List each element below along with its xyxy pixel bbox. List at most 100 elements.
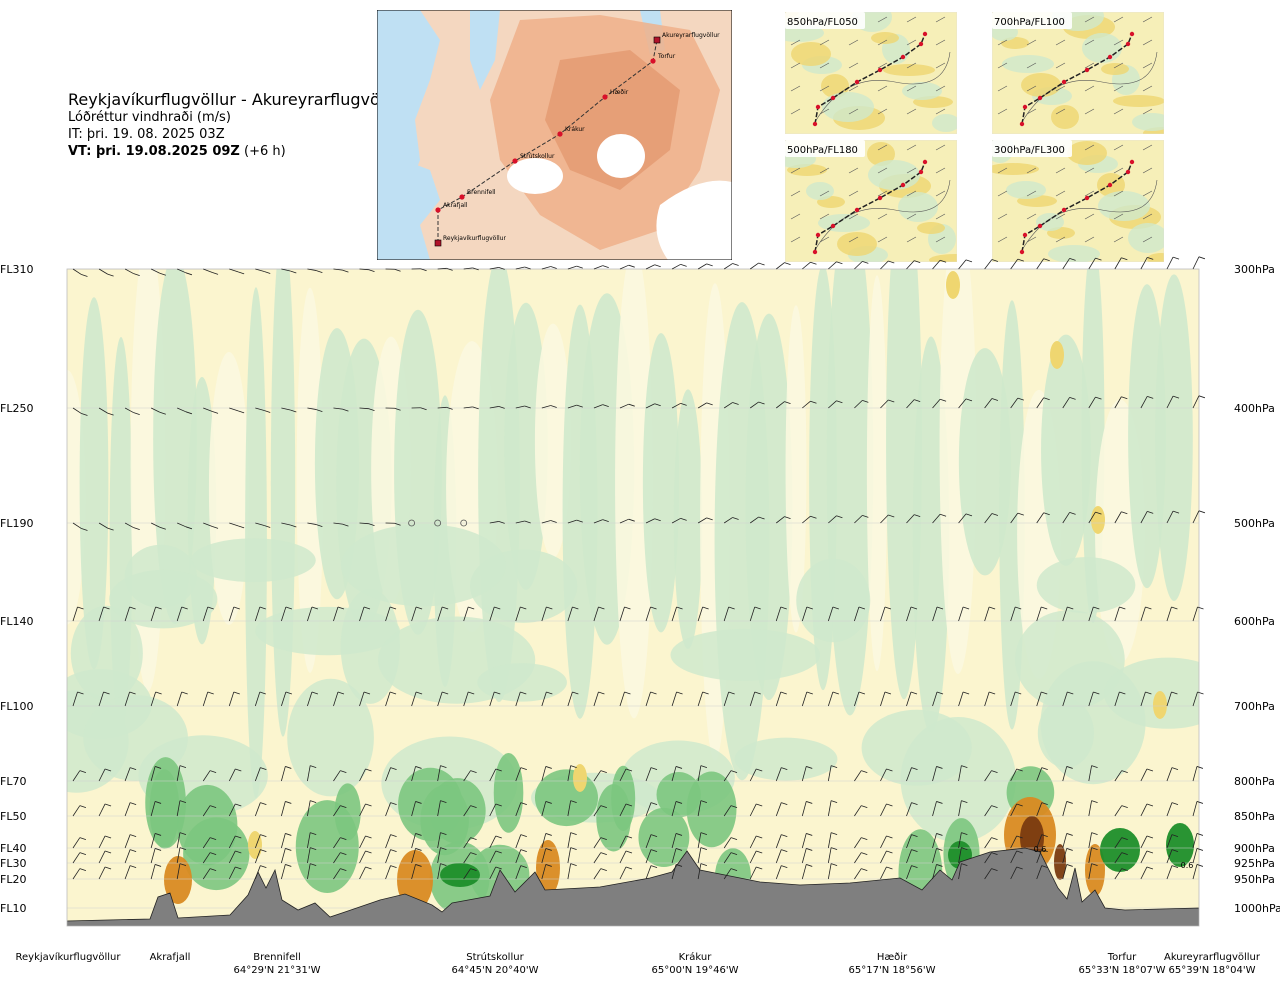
wind-barb <box>1114 770 1128 782</box>
wind-barb <box>567 847 577 864</box>
x-point-coord: 65°39'N 18°04'W <box>1169 965 1256 976</box>
wind-barb <box>697 800 708 817</box>
wind-barb <box>619 518 635 524</box>
wind-barb <box>932 848 943 864</box>
wind-barb <box>359 268 375 273</box>
valid-time: VT: þri. 19.08.2025 09Z (+6 h) <box>68 143 405 160</box>
wind-barb <box>489 521 505 524</box>
y-tick-label-left: FL100 <box>0 700 33 713</box>
wind-barb <box>619 606 631 622</box>
wind-barb <box>228 835 242 849</box>
wind-barb <box>489 691 501 707</box>
wind-barb <box>72 852 87 864</box>
wind-barb <box>749 866 763 880</box>
wind-barb <box>776 401 791 409</box>
wind-barb <box>801 833 813 849</box>
wind-barb <box>1088 691 1100 707</box>
wind-barb <box>854 770 868 782</box>
wind-barb <box>1140 850 1154 864</box>
wind-barb <box>567 832 577 849</box>
wind-barb <box>828 400 843 409</box>
wind-barb <box>1010 258 1024 270</box>
wind-barb <box>880 399 895 409</box>
wind-barb <box>593 868 607 880</box>
y-tick-label-left: FL140 <box>0 615 33 628</box>
wind-barb <box>827 800 838 817</box>
wind-barb <box>437 691 449 707</box>
wind-barb <box>124 849 137 864</box>
wind-barb <box>1010 835 1023 849</box>
wind-barb <box>645 691 657 707</box>
wind-barb <box>932 398 947 409</box>
wind-barb <box>1166 691 1178 707</box>
wind-barb <box>671 801 683 817</box>
wind-barb <box>72 407 88 416</box>
wind-barb <box>880 803 893 817</box>
wind-barb <box>932 833 943 849</box>
map-point-label: Torfur <box>657 53 676 60</box>
wind-barb <box>1036 834 1048 849</box>
wind-barb <box>880 606 892 622</box>
wind-barb <box>932 864 943 880</box>
wind-barb <box>906 260 921 270</box>
wind-barb <box>1140 606 1152 622</box>
wind-barb <box>697 832 708 849</box>
level-map-label: 700hPa/FL100 <box>994 17 1065 28</box>
wind-barb <box>515 520 531 524</box>
wind-barb <box>228 850 242 864</box>
wind-barb <box>697 691 709 707</box>
wind-barb <box>619 768 633 782</box>
wind-barb <box>958 863 968 880</box>
y-tick-label-left: FL10 <box>0 902 26 915</box>
wind-barb <box>723 517 739 524</box>
map-point-label: Akrafjall <box>443 202 468 209</box>
wind-barb <box>541 266 557 270</box>
wind-barb <box>124 407 140 416</box>
wind-barb <box>203 522 219 529</box>
wind-barb <box>880 514 895 524</box>
wind-barb <box>906 767 918 782</box>
wind-barb <box>229 407 245 414</box>
wind-barb <box>1192 510 1206 524</box>
wind-barb <box>281 268 297 274</box>
wind-barb <box>489 267 505 270</box>
wind-barb <box>854 805 868 817</box>
wind-barb <box>906 834 918 849</box>
wind-barb <box>255 268 271 274</box>
y-tick-label-left: FL20 <box>0 873 26 886</box>
wind-barb <box>437 832 447 849</box>
wind-barb <box>463 406 479 410</box>
y-tick-label-right: 500hPa <box>1234 517 1275 530</box>
wind-barb <box>749 803 763 817</box>
wind-barb <box>437 267 453 271</box>
wind-barb <box>775 849 788 864</box>
wind-barb <box>98 866 112 880</box>
wind-barb <box>228 691 240 707</box>
y-tick-label-right: 700hPa <box>1234 700 1275 713</box>
wind-barb <box>489 768 502 782</box>
wind-barb <box>150 407 166 415</box>
wind-barb <box>541 766 552 782</box>
wind-barb <box>150 864 162 880</box>
wind-barb <box>98 691 110 707</box>
wind-barb <box>333 522 349 527</box>
wind-barb <box>880 850 893 864</box>
wind-barb <box>228 866 242 880</box>
wind-barb <box>958 259 973 270</box>
y-tick-label-left: FL190 <box>0 517 33 530</box>
wind-barb <box>150 691 162 707</box>
wind-barb <box>202 606 214 622</box>
wind-barb <box>333 606 345 622</box>
wind-barb <box>906 802 918 817</box>
wind-barb <box>202 805 217 817</box>
wind-barb <box>932 513 947 524</box>
wind-barb <box>463 267 479 271</box>
wind-barb <box>307 268 323 273</box>
wind-barb <box>723 852 738 864</box>
wind-barb <box>307 606 319 622</box>
wind-barb <box>515 405 531 409</box>
wind-barb <box>202 691 214 707</box>
wind-barb <box>385 834 397 849</box>
wind-barb <box>1192 395 1206 409</box>
wind-barb <box>203 407 219 414</box>
